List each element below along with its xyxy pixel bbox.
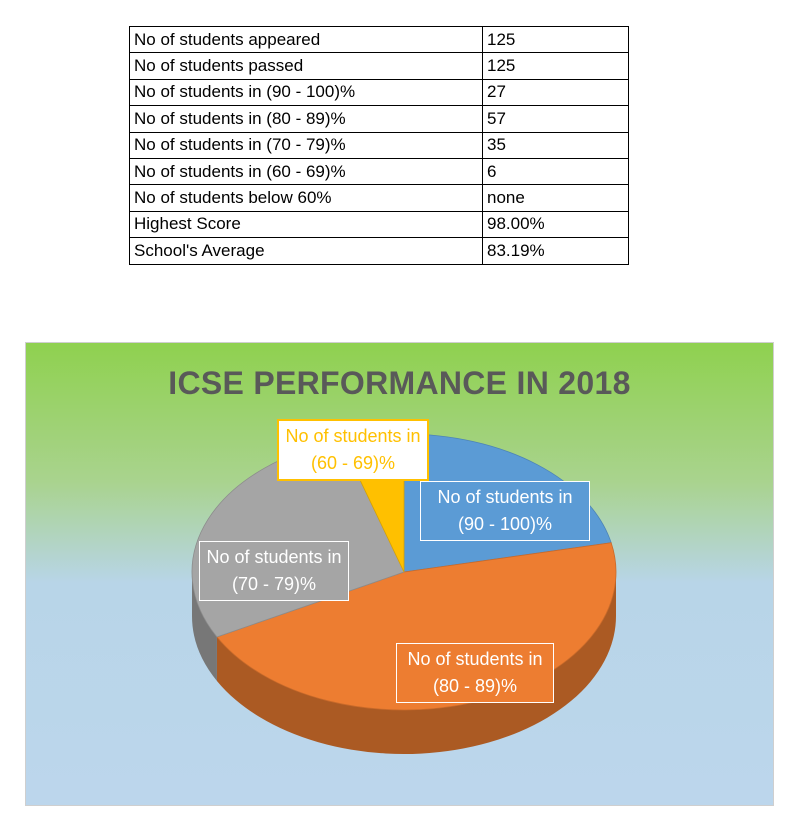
row-label: No of students in (90 - 100)% — [129, 78, 483, 107]
slice-label-line2: (70 - 79)% — [231, 574, 317, 594]
table-row: No of students in (70 - 79)% 35 — [129, 131, 629, 159]
pie-side-wall — [192, 572, 217, 681]
table-row: No of students in (60 - 69)% 6 — [129, 157, 629, 186]
slice-label-line1: No of students in — [407, 649, 543, 669]
slice-label-70-79: No of students in (70 - 79)% — [199, 541, 349, 601]
slice-label-60-69: No of students in (60 - 69)% — [277, 419, 429, 481]
row-label: No of students appeared — [129, 25, 483, 54]
table-row: School's Average 83.19% — [129, 237, 629, 265]
table-row: No of students below 60% none — [129, 184, 629, 212]
chart-panel: ICSE PERFORMANCE IN 2018 No of students … — [25, 342, 774, 806]
row-value: 98.00% — [482, 210, 629, 239]
table-row: No of students in (80 - 89)% 57 — [129, 105, 629, 133]
row-value: 125 — [482, 52, 629, 80]
slice-label-line1: No of students in — [285, 426, 421, 446]
table-row: No of students passed 125 — [129, 52, 629, 80]
results-table: No of students appeared 125 No of student… — [129, 25, 629, 265]
pie-chart — [191, 433, 617, 754]
row-value: none — [482, 184, 629, 212]
table-row: No of students in (90 - 100)% 27 — [129, 78, 629, 107]
row-label: No of students in (60 - 69)% — [129, 157, 483, 186]
table-row: No of students appeared 125 — [129, 25, 629, 54]
row-value: 125 — [482, 25, 629, 54]
pie-side-wall — [216, 572, 616, 754]
slice-label-line2: (80 - 89)% — [432, 676, 518, 696]
chart-title: ICSE PERFORMANCE IN 2018 — [168, 365, 631, 401]
slice-label-line1: No of students in — [206, 547, 342, 567]
row-value: 35 — [482, 131, 629, 159]
table-row: Highest Score 98.00% — [129, 210, 629, 239]
row-value: 6 — [482, 157, 629, 186]
row-label: No of students in (70 - 79)% — [129, 131, 483, 159]
slice-label-80-89: No of students in (80 - 89)% — [396, 643, 554, 703]
row-value: 83.19% — [482, 237, 629, 265]
slice-label-line1: No of students in — [437, 487, 573, 507]
row-label: No of students below 60% — [129, 184, 483, 212]
row-label: No of students in (80 - 89)% — [129, 105, 483, 133]
slice-label-line2: (60 - 69)% — [310, 453, 396, 473]
row-value: 57 — [482, 105, 629, 133]
slice-label-90-100: No of students in (90 - 100)% — [420, 481, 590, 541]
row-label: No of students passed — [129, 52, 483, 80]
row-value: 27 — [482, 78, 629, 107]
slice-label-line2: (90 - 100)% — [457, 514, 553, 534]
row-label: Highest Score — [129, 210, 483, 239]
row-label: School's Average — [129, 237, 483, 265]
